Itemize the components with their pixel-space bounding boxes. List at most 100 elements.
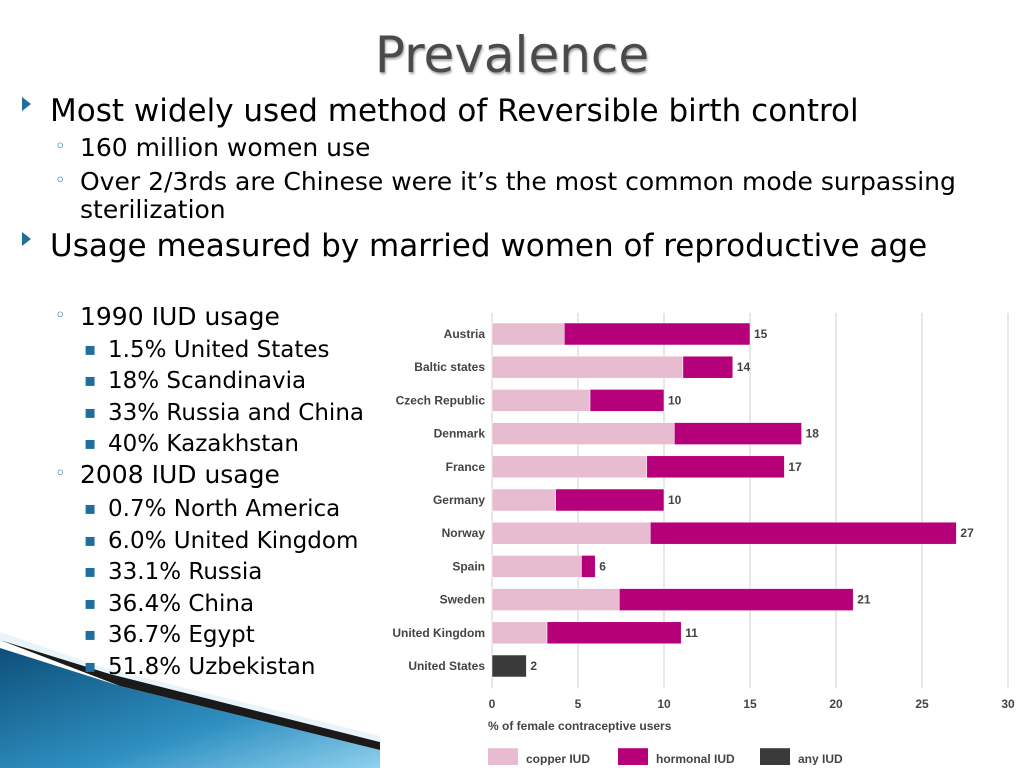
item-2008-egypt: ▪ 36.7% Egypt bbox=[84, 622, 255, 648]
circle-bullet-icon: ◦ bbox=[55, 170, 66, 191]
bar-segment bbox=[646, 455, 785, 479]
bullet-text: 160 million women use bbox=[80, 133, 371, 162]
category-label: France bbox=[446, 460, 486, 474]
category-label: Sweden bbox=[440, 593, 485, 607]
category-label: Spain bbox=[452, 559, 485, 573]
subbullet-2008: ◦ 2008 IUD usage bbox=[55, 460, 980, 489]
bar-segment bbox=[491, 555, 582, 578]
bullet-usage-measured: Usage measured by married women of repro… bbox=[22, 228, 960, 264]
item-2008-russia: ▪ 33.1% Russia bbox=[84, 559, 263, 585]
item-2008-china: ▪ 36.4% China bbox=[84, 591, 255, 617]
category-label: United Kingdom bbox=[392, 626, 485, 640]
bar-segment bbox=[491, 389, 591, 412]
category-label: Baltic states bbox=[414, 360, 485, 374]
dot-bullet-icon: ▪ bbox=[84, 402, 97, 423]
category-label: Norway bbox=[442, 526, 486, 540]
x-tick-label: 30 bbox=[1001, 697, 1015, 711]
x-tick-label: 20 bbox=[829, 697, 843, 711]
dot-bullet-icon: ▪ bbox=[84, 370, 97, 391]
subbullet-chinese: ◦ Over 2/3rds are Chinese were it’s the m… bbox=[55, 167, 980, 224]
dot-bullet-icon: ▪ bbox=[84, 530, 97, 551]
bullet-text: 33.1% Russia bbox=[108, 559, 263, 585]
bullet-text: 1990 IUD usage bbox=[80, 302, 280, 331]
bullet-text: Over 2/3rds are Chinese were it’s the mo… bbox=[80, 167, 956, 224]
x-axis-label: % of female contraceptive users bbox=[488, 719, 672, 733]
iud-usage-chart: Austria 15 Baltic states 14 Czech Republic 10… bbox=[392, 313, 1015, 765]
bar-total-label: 18 bbox=[806, 427, 820, 441]
dot-bullet-icon: ▪ bbox=[84, 656, 97, 677]
bullet-text: 18% Scandinavia bbox=[108, 368, 307, 394]
dot-bullet-icon: ▪ bbox=[84, 433, 97, 454]
dot-bullet-icon: ▪ bbox=[84, 624, 97, 645]
bullet-text: 0.7% North America bbox=[108, 496, 341, 522]
bar-total-label: 17 bbox=[788, 460, 802, 474]
dot-bullet-icon: ▪ bbox=[84, 498, 97, 519]
bar-segment bbox=[682, 355, 734, 379]
category-label: Denmark bbox=[434, 427, 486, 441]
subbullet-1990: ◦ 1990 IUD usage bbox=[55, 302, 980, 331]
item-1990-russia-china: ▪ 33% Russia and China bbox=[84, 400, 364, 426]
bar-segment bbox=[491, 455, 648, 479]
dot-bullet-icon: ▪ bbox=[84, 339, 97, 360]
bar-total-label: 21 bbox=[857, 593, 871, 607]
bullet-reversible: Most widely used method of Reversible bi… bbox=[22, 93, 990, 129]
item-2008-uzbekistan: ▪ 51.8% Uzbekistan bbox=[84, 654, 316, 680]
legend-swatch bbox=[618, 748, 648, 765]
legend-label: hormonal IUD bbox=[656, 752, 735, 765]
category-label: Czech Republic bbox=[396, 393, 486, 407]
bar-total-label: 27 bbox=[960, 526, 974, 540]
bullet-text: 36.7% Egypt bbox=[108, 622, 255, 648]
x-tick-label: 15 bbox=[743, 697, 757, 711]
bar-total-label: 10 bbox=[668, 493, 682, 507]
bar-segment bbox=[649, 521, 957, 545]
decorative-swoosh bbox=[0, 632, 380, 768]
x-tick-label: 10 bbox=[657, 697, 671, 711]
slide-title: Prevalence bbox=[374, 26, 650, 84]
bar-segment bbox=[491, 355, 684, 379]
bullet-text: 1.5% United States bbox=[108, 337, 330, 363]
bar-total-label: 6 bbox=[599, 559, 606, 573]
bar-segment bbox=[491, 621, 548, 645]
bar-segment bbox=[491, 588, 620, 611]
bar-segment bbox=[491, 488, 556, 512]
arrow-bullet-icon bbox=[22, 232, 31, 246]
category-label: United States bbox=[408, 659, 485, 673]
x-tick-label: 25 bbox=[915, 697, 929, 711]
x-tick-label: 5 bbox=[575, 697, 582, 711]
bullet-text: 51.8% Uzbekistan bbox=[108, 654, 316, 680]
item-1990-kazakhstan: ▪ 40% Kazakhstan bbox=[84, 431, 299, 457]
arrow-bullet-icon bbox=[22, 97, 31, 111]
category-label: Austria bbox=[444, 327, 486, 341]
bar-total-label: 15 bbox=[754, 327, 768, 341]
bar-segment bbox=[491, 422, 675, 445]
bar-total-label: 11 bbox=[685, 626, 698, 640]
bar-total-label: 2 bbox=[530, 659, 537, 673]
dot-bullet-icon: ▪ bbox=[84, 561, 97, 582]
bar-segment bbox=[589, 389, 665, 412]
bullet-text: Usage measured by married women of repro… bbox=[50, 228, 928, 264]
bar-segment bbox=[674, 422, 802, 445]
bar-segment bbox=[491, 322, 565, 346]
bar-total-label: 14 bbox=[737, 360, 751, 374]
circle-bullet-icon: ◦ bbox=[55, 305, 66, 326]
bar-segment bbox=[546, 621, 682, 645]
legend-label: any IUD bbox=[798, 752, 843, 765]
item-1990-scandinavia: ▪ 18% Scandinavia bbox=[84, 368, 307, 394]
circle-bullet-icon: ◦ bbox=[55, 463, 66, 484]
bar-segment bbox=[619, 588, 854, 611]
category-label: Germany bbox=[433, 493, 485, 507]
bullet-text: 40% Kazakhstan bbox=[108, 431, 299, 457]
bullet-text: 36.4% China bbox=[108, 591, 255, 617]
legend-swatch bbox=[760, 748, 790, 765]
bar-segment bbox=[581, 555, 596, 578]
circle-bullet-icon: ◦ bbox=[55, 136, 66, 157]
item-2008-north-america: ▪ 0.7% North America bbox=[84, 496, 341, 522]
legend-label: copper IUD bbox=[526, 752, 590, 765]
bar-total-label: 10 bbox=[668, 393, 682, 407]
bullet-text: 2008 IUD usage bbox=[80, 460, 280, 489]
bullet-text: Most widely used method of Reversible bi… bbox=[50, 93, 859, 129]
bar-segment bbox=[563, 322, 751, 346]
x-tick-label: 0 bbox=[489, 697, 496, 711]
bar-segment bbox=[491, 521, 651, 545]
item-2008-uk: ▪ 6.0% United Kingdom bbox=[84, 528, 358, 554]
